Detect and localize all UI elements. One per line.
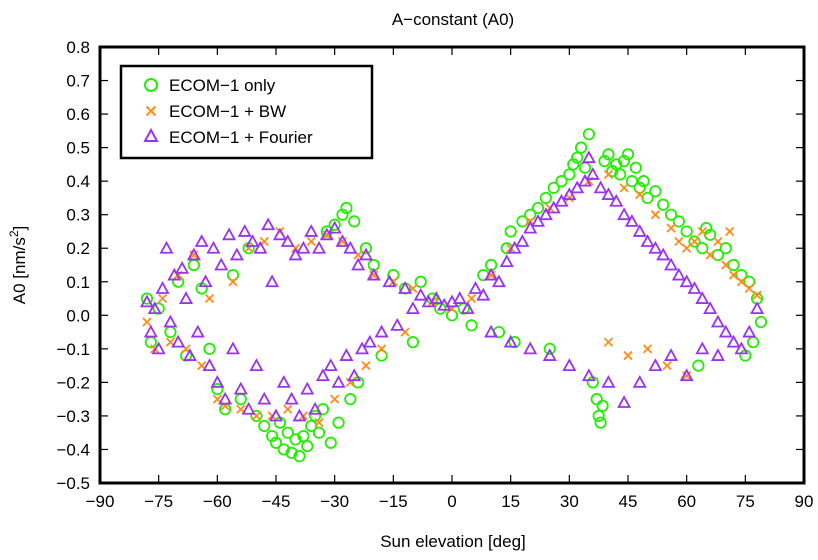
legend-label-ecom1-fourier: ECOM−1 + Fourier (169, 128, 313, 147)
legend-label-ecom1-only: ECOM−1 only (169, 76, 276, 95)
y-tick-label: 0.3 (66, 206, 90, 225)
y-tick-label: 0.4 (66, 172, 90, 191)
x-tick-label: −90 (86, 492, 115, 511)
legend: ECOM−1 only ECOM−1 + BW ECOM−1 + Fourier (121, 66, 372, 158)
x-tick-label: −75 (144, 492, 173, 511)
x-tick-label: 75 (736, 492, 755, 511)
y-tick-label: 0.1 (66, 273, 90, 292)
y-axis-title-close: ] (10, 226, 29, 231)
y-tick-label: −0.2 (56, 373, 90, 392)
y-axis-title-main: A0 [nm/s (10, 237, 29, 304)
x-tick-label: −60 (203, 492, 232, 511)
y-tick-label: 0.6 (66, 105, 90, 124)
x-tick-label: 0 (447, 492, 456, 511)
y-tick-label: −0.4 (56, 440, 90, 459)
y-tick-label: 0.5 (66, 139, 90, 158)
y-axis-title: A0 [nm/s2] (7, 226, 29, 305)
legend-label-ecom1-bw: ECOM−1 + BW (169, 102, 286, 121)
y-tick-label: −0.5 (56, 474, 90, 493)
x-tick-label: 90 (795, 492, 814, 511)
x-axis-title: Sun elevation [deg] (380, 532, 526, 551)
x-tick-label: 30 (560, 492, 579, 511)
x-tick-label: 45 (619, 492, 638, 511)
y-tick-label: 0.7 (66, 72, 90, 91)
legend-item-ecom1-fourier: ECOM−1 + Fourier (145, 128, 313, 147)
x-tick-label: −15 (379, 492, 408, 511)
y-tick-label: −0.3 (56, 407, 90, 426)
y-tick-label: 0.0 (66, 306, 90, 325)
y-tick-label: 0.8 (66, 38, 90, 57)
y-tick-label: 0.2 (66, 239, 90, 258)
x-tick-label: 15 (501, 492, 520, 511)
x-tick-label: −45 (262, 492, 291, 511)
chart-title: A−constant (A0) (392, 10, 514, 29)
x-tick-label: −30 (320, 492, 349, 511)
x-tick-label: 60 (677, 492, 696, 511)
y-tick-label: −0.1 (56, 340, 90, 359)
